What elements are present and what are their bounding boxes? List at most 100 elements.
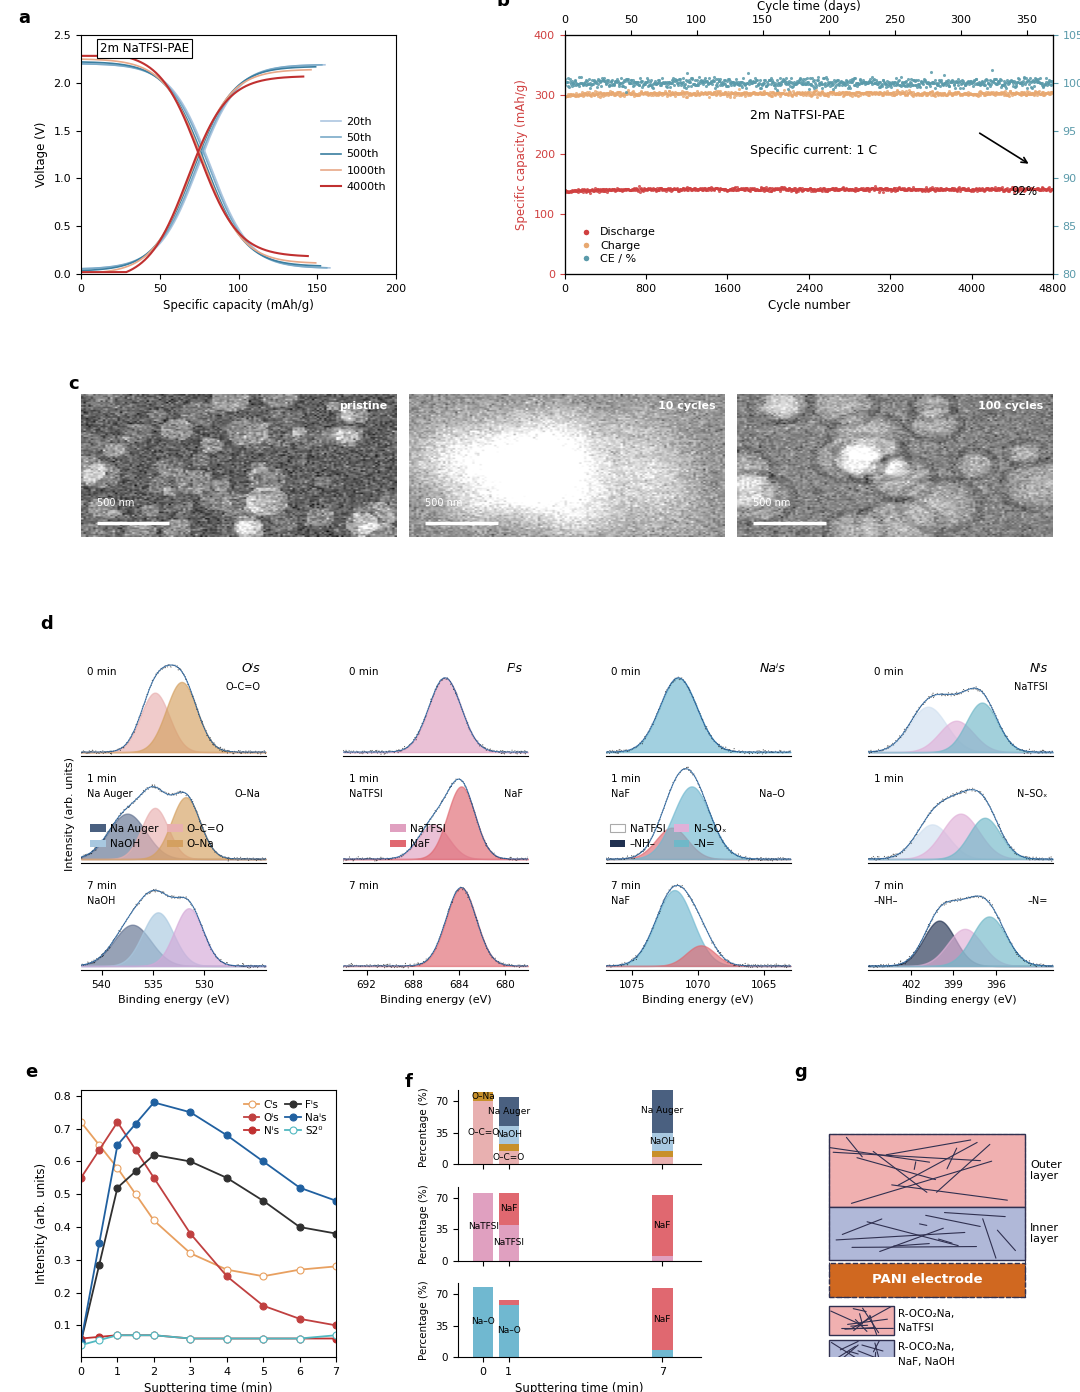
Point — [831, 82, 848, 104]
Point — [739, 72, 756, 95]
Point — [634, 74, 651, 96]
Point — [948, 82, 966, 104]
Point — [867, 68, 885, 90]
Point — [854, 68, 872, 90]
Point — [608, 177, 625, 199]
Point — [962, 82, 980, 104]
Point — [957, 178, 974, 200]
Point — [786, 84, 804, 106]
Point — [689, 82, 706, 104]
Point — [718, 70, 735, 92]
Point — [991, 82, 1009, 104]
Point — [685, 178, 702, 200]
Point — [613, 180, 631, 202]
Line: Fⁱs: Fⁱs — [78, 1151, 339, 1345]
Point — [787, 181, 805, 203]
Point — [891, 175, 908, 198]
Point — [710, 82, 727, 104]
Point — [670, 74, 687, 96]
Point — [835, 74, 852, 96]
Point — [779, 72, 796, 95]
Point — [580, 68, 597, 90]
Point — [639, 70, 657, 92]
Point — [774, 71, 792, 93]
Point — [639, 84, 657, 106]
Point — [756, 82, 773, 104]
Point — [1018, 70, 1036, 92]
Point — [854, 178, 872, 200]
Point — [880, 82, 897, 104]
Point — [637, 71, 654, 93]
Point — [721, 178, 739, 200]
Point — [988, 72, 1005, 95]
Point — [912, 75, 929, 97]
Point — [929, 84, 946, 106]
Point — [1041, 70, 1058, 92]
Bar — [652, 1350, 673, 1357]
Point — [839, 82, 856, 104]
Oⁱs — [130, 1141, 143, 1158]
Point — [974, 82, 991, 104]
Point — [586, 180, 604, 202]
Point — [973, 81, 990, 103]
Point — [735, 72, 753, 95]
Point — [905, 70, 922, 92]
Point — [593, 180, 610, 202]
Point — [1031, 178, 1049, 200]
Point — [649, 84, 666, 106]
Point — [600, 74, 618, 96]
Point — [805, 181, 822, 203]
Point — [976, 84, 994, 106]
Point — [567, 68, 584, 90]
Bar — [499, 1144, 519, 1151]
Point — [835, 84, 852, 106]
Point — [807, 74, 824, 96]
Point — [1003, 84, 1021, 106]
Point — [747, 180, 765, 202]
Point — [567, 180, 584, 202]
Point — [647, 71, 664, 93]
Point — [687, 84, 704, 106]
Point — [561, 75, 578, 97]
Point — [881, 178, 899, 200]
Point — [807, 72, 824, 95]
Point — [954, 177, 971, 199]
Text: 1 min: 1 min — [86, 774, 117, 784]
Point — [864, 67, 881, 89]
Point — [813, 180, 831, 202]
Point — [816, 84, 834, 106]
Point — [723, 82, 740, 104]
Point — [557, 71, 575, 93]
Point — [624, 178, 642, 200]
Point — [853, 72, 870, 95]
Point — [825, 82, 842, 104]
Point — [746, 71, 764, 93]
Point — [728, 175, 745, 198]
Point — [819, 82, 836, 104]
Point — [1041, 178, 1058, 200]
Point — [831, 74, 848, 96]
Point — [865, 81, 882, 103]
Point — [783, 75, 800, 97]
Point — [660, 178, 677, 200]
Point — [824, 79, 841, 102]
Point — [650, 81, 667, 103]
Point — [973, 177, 990, 199]
Point — [775, 68, 793, 90]
Point — [940, 82, 957, 104]
Point — [684, 68, 701, 90]
Point — [575, 71, 592, 93]
Point — [802, 178, 820, 200]
Point — [563, 180, 580, 202]
Point — [674, 177, 691, 199]
Point — [633, 180, 650, 202]
Point — [624, 82, 642, 104]
Point — [605, 178, 622, 200]
Point — [718, 75, 735, 97]
Point — [1040, 81, 1057, 103]
Text: PANI electrode: PANI electrode — [872, 1274, 983, 1286]
Point — [592, 180, 609, 202]
Point — [863, 82, 880, 104]
Point — [923, 178, 941, 200]
Point — [602, 84, 619, 106]
